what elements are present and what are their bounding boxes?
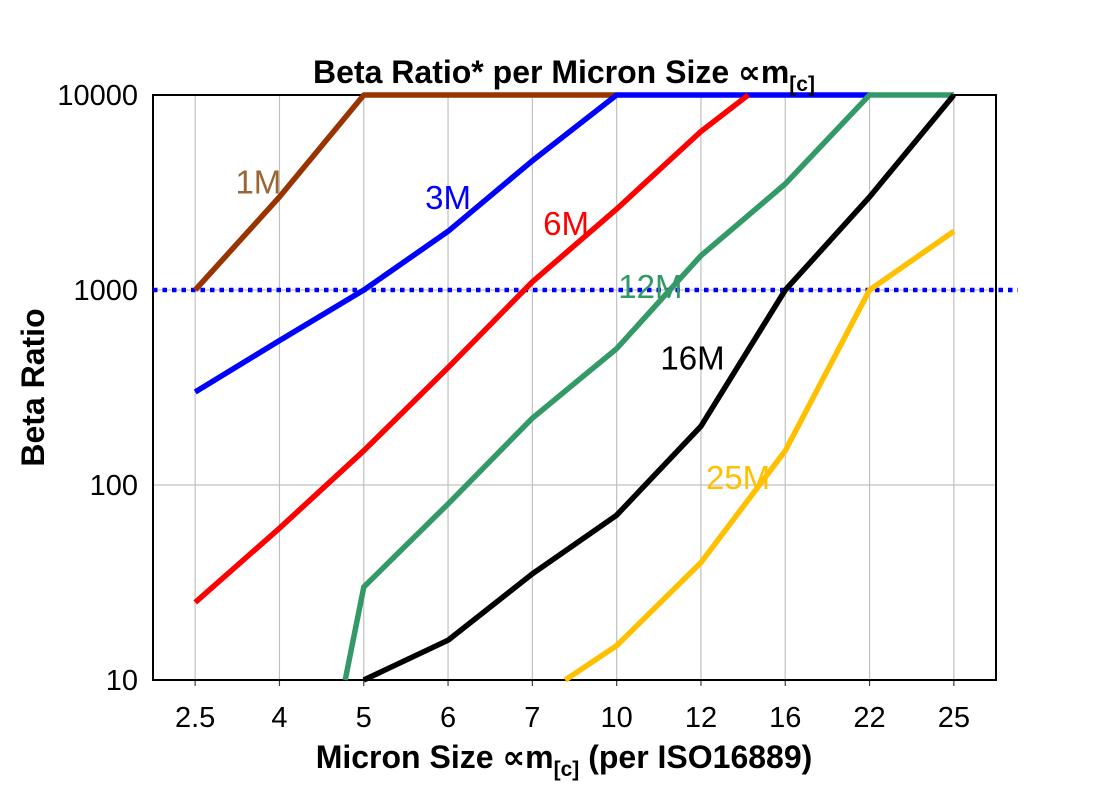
series-line-1M: [193, 92, 617, 292]
y-tick-label-10000: 10000: [57, 80, 138, 112]
chart-title: Beta Ratio* per Micron Size ∝m[c]: [313, 54, 815, 96]
series-label-3M: 3M: [425, 179, 471, 216]
x-tick-label-4: 4: [271, 702, 287, 734]
x-tick-label-5: 5: [356, 702, 372, 734]
x-tick-label-22: 22: [853, 702, 885, 734]
series-line-12M: [342, 92, 954, 681]
x-tick-label-10: 10: [601, 702, 633, 734]
x-tick-label-6: 6: [440, 702, 456, 734]
series-line-16M: [362, 93, 957, 683]
x-tick-label-16: 16: [769, 702, 801, 734]
y-tick-label-100: 100: [90, 470, 138, 502]
series-label-6M: 6M: [543, 205, 589, 242]
series-label-16M: 16M: [660, 340, 724, 377]
x-tick-label-25: 25: [938, 702, 970, 734]
series-label-25M: 25M: [706, 459, 770, 496]
x-tick-label-12: 12: [685, 702, 717, 734]
x-tick-label-7: 7: [524, 702, 540, 734]
series-line-3M: [193, 92, 870, 395]
x-tick-label-2.5: 2.5: [175, 702, 215, 734]
plot-area: [153, 95, 996, 680]
series-line-6M: [193, 92, 750, 605]
y-tick-label-10: 10: [106, 665, 138, 697]
series-line-25M: [563, 229, 956, 683]
x-axis-title: Micron Size ∝m[c] (per ISO16889): [316, 739, 813, 781]
series-label-12M: 12M: [618, 268, 682, 305]
y-axis-title: Beta Ratio: [15, 308, 51, 466]
series-label-1M: 1M: [235, 164, 281, 201]
y-tick-label-1000: 1000: [73, 275, 138, 307]
